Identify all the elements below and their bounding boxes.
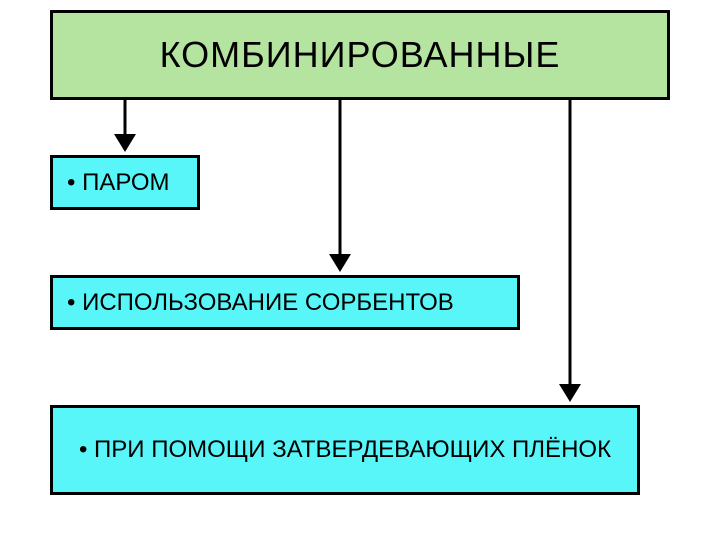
- title-text: КОМБИНИРОВАННЫЕ: [160, 34, 561, 76]
- title-box: КОМБИНИРОВАННЫЕ: [50, 10, 670, 100]
- diagram-stage: КОМБИНИРОВАННЫЕ • ПАРОМ • ИСПОЛЬЗОВАНИЕ …: [0, 0, 720, 540]
- child-box-sorbents: • ИСПОЛЬЗОВАНИЕ СОРБЕНТОВ: [50, 275, 520, 330]
- bullet-icon: •: [67, 288, 82, 318]
- bullet-icon: •: [79, 435, 94, 465]
- child-box-films: • ПРИ ПОМОЩИ ЗАТВЕРДЕВАЮЩИХ ПЛЁНОК: [50, 405, 640, 495]
- child-text-sorbents: ИСПОЛЬЗОВАНИЕ СОРБЕНТОВ: [82, 288, 454, 318]
- child-text-films: ПРИ ПОМОЩИ ЗАТВЕРДЕВАЮЩИХ ПЛЁНОК: [94, 435, 611, 465]
- bullet-icon: •: [67, 168, 82, 198]
- child-box-steam: • ПАРОМ: [50, 155, 200, 210]
- child-text-steam: ПАРОМ: [82, 168, 169, 198]
